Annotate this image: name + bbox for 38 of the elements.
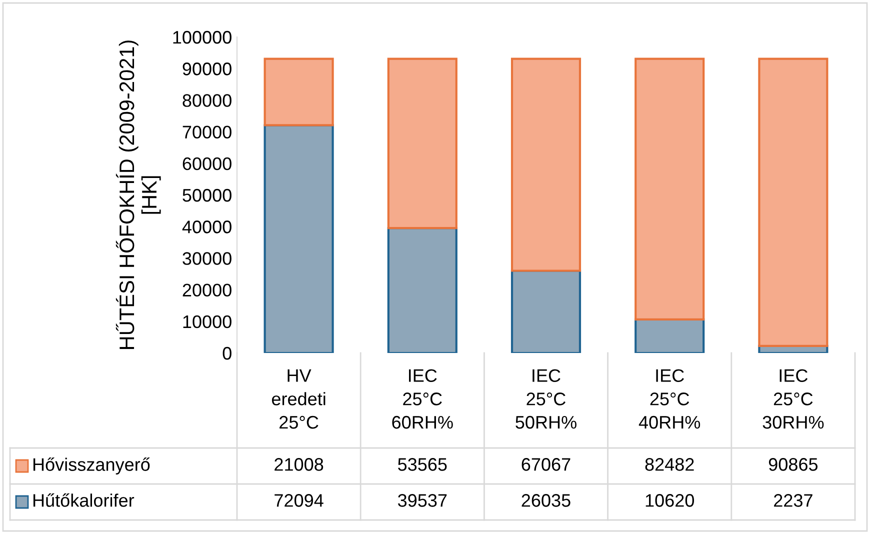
bar: [387, 58, 458, 230]
x-tick-label: HV eredeti 25°C: [272, 369, 326, 429]
bar: [510, 58, 582, 272]
y-tick-label: 80000: [182, 94, 232, 107]
bar: [510, 270, 582, 353]
bar: [758, 58, 828, 347]
y-tick-label: 40000: [182, 220, 232, 234]
bar: [387, 227, 458, 353]
y-tick-label: 20000: [182, 284, 232, 297]
data-label: 90865: [768, 458, 818, 471]
y-tick-label: 30000: [182, 252, 232, 265]
data-label: 53565: [398, 458, 447, 471]
data-label: 21008: [274, 458, 324, 471]
bar: [634, 318, 705, 353]
y-tick-label: 70000: [182, 126, 232, 139]
bar: [264, 58, 334, 126]
data-label: 26035: [522, 494, 570, 507]
y-tick-label: 90000: [182, 62, 232, 76]
data-label: 72094: [274, 494, 324, 507]
data-label: 2237: [774, 494, 812, 507]
bar: [634, 58, 705, 320]
data-label: 67067: [522, 458, 570, 471]
y-tick-label: 10000: [183, 315, 232, 328]
legend-label: Hővisszanyerő: [33, 457, 150, 475]
x-tick-label: IEC 25°C 50RH%: [516, 369, 576, 429]
bar: [264, 124, 334, 353]
data-label: 10620: [646, 494, 694, 507]
legend-label: Hűtőkalorifer: [33, 493, 134, 507]
x-tick-label: IEC 25°C 60RH%: [392, 369, 453, 429]
y-tick-label: 60000: [182, 157, 232, 170]
y-tick-label: 100000: [173, 30, 232, 44]
data-label: 82482: [645, 458, 694, 471]
x-tick-label: IEC 25°C 40RH%: [638, 369, 700, 429]
y-tick-label: 50000: [182, 188, 232, 202]
y-tick-label: 0: [222, 346, 232, 360]
x-tick-label: IEC 25°C 30RH%: [762, 369, 824, 429]
y-axis-title: HŰTÉSI HŐFOKHÍD (2009-2021) [HK]: [116, 40, 161, 349]
data-label: 39537: [398, 494, 447, 507]
